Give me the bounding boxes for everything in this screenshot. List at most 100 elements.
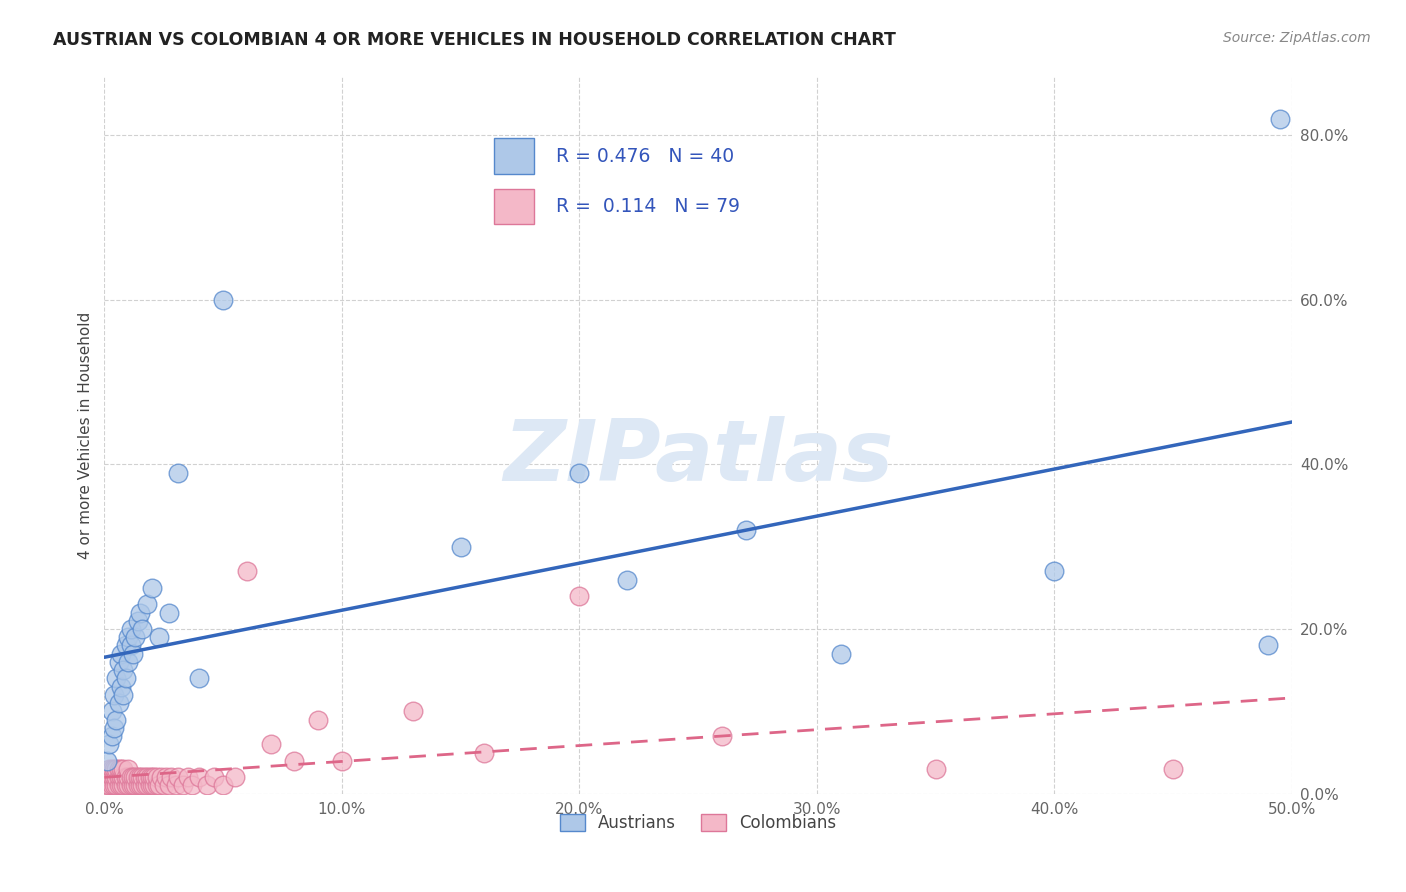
Point — [925, 762, 948, 776]
Point — [124, 779, 146, 793]
Point — [98, 737, 121, 751]
Point — [127, 779, 149, 793]
Point — [114, 770, 136, 784]
Point — [176, 770, 198, 784]
Point — [112, 770, 135, 784]
Point — [830, 647, 852, 661]
Point — [129, 606, 152, 620]
Point — [105, 713, 128, 727]
Point — [103, 762, 125, 776]
Point — [105, 762, 128, 776]
Point — [143, 779, 166, 793]
Point — [157, 779, 180, 793]
Point — [103, 688, 125, 702]
Text: ZIPatlas: ZIPatlas — [503, 416, 893, 499]
Point — [110, 779, 132, 793]
Point — [568, 466, 591, 480]
Point — [474, 746, 496, 760]
Point — [330, 754, 353, 768]
Point — [131, 622, 153, 636]
Point — [96, 770, 118, 784]
Point — [112, 663, 135, 677]
Point — [98, 770, 121, 784]
Point — [98, 779, 121, 793]
Point — [122, 647, 145, 661]
Point — [107, 779, 129, 793]
Point — [136, 779, 159, 793]
Point — [122, 770, 145, 784]
Point — [134, 779, 156, 793]
Text: Source: ZipAtlas.com: Source: ZipAtlas.com — [1223, 31, 1371, 45]
Point — [120, 622, 142, 636]
Point — [129, 779, 152, 793]
Point — [195, 779, 218, 793]
Point — [131, 770, 153, 784]
Point — [117, 779, 139, 793]
Point — [188, 770, 211, 784]
Point — [105, 672, 128, 686]
Point — [120, 639, 142, 653]
Point — [107, 696, 129, 710]
Point — [98, 762, 121, 776]
Point — [450, 540, 472, 554]
Point — [96, 754, 118, 768]
Point — [143, 770, 166, 784]
Point — [134, 770, 156, 784]
Point — [112, 762, 135, 776]
Point — [100, 729, 122, 743]
Point — [307, 713, 329, 727]
Point — [114, 779, 136, 793]
Legend: Austrians, Colombians: Austrians, Colombians — [553, 807, 844, 839]
Point — [120, 770, 142, 784]
Point — [212, 293, 235, 307]
Point — [107, 770, 129, 784]
Point — [136, 597, 159, 611]
Point — [127, 614, 149, 628]
Point — [188, 672, 211, 686]
Point — [114, 672, 136, 686]
Point — [103, 721, 125, 735]
Point — [100, 779, 122, 793]
Point — [122, 779, 145, 793]
Point — [141, 779, 163, 793]
Point — [117, 655, 139, 669]
Point — [734, 523, 756, 537]
Point — [1257, 639, 1279, 653]
Point — [103, 779, 125, 793]
Point — [160, 770, 183, 784]
Point — [110, 647, 132, 661]
Point — [402, 704, 425, 718]
Point — [112, 779, 135, 793]
Point — [105, 779, 128, 793]
Point — [110, 762, 132, 776]
Point — [141, 770, 163, 784]
Point — [172, 779, 194, 793]
Point — [110, 770, 132, 784]
Y-axis label: 4 or more Vehicles in Household: 4 or more Vehicles in Household — [79, 312, 93, 559]
Point — [136, 770, 159, 784]
Point — [100, 770, 122, 784]
Point — [117, 770, 139, 784]
Point — [110, 680, 132, 694]
Point — [107, 762, 129, 776]
Point — [112, 688, 135, 702]
Point — [224, 770, 246, 784]
Point — [127, 770, 149, 784]
Point — [124, 770, 146, 784]
Point — [148, 779, 170, 793]
Point — [155, 770, 177, 784]
Point — [103, 770, 125, 784]
Point — [129, 770, 152, 784]
Point — [152, 779, 174, 793]
Point — [283, 754, 305, 768]
Point — [131, 779, 153, 793]
Point — [710, 729, 733, 743]
Point — [259, 737, 281, 751]
Text: AUSTRIAN VS COLOMBIAN 4 OR MORE VEHICLES IN HOUSEHOLD CORRELATION CHART: AUSTRIAN VS COLOMBIAN 4 OR MORE VEHICLES… — [53, 31, 896, 49]
Point — [145, 770, 167, 784]
Point — [148, 630, 170, 644]
Point — [117, 762, 139, 776]
Point — [117, 630, 139, 644]
Point — [236, 565, 259, 579]
Point — [105, 770, 128, 784]
